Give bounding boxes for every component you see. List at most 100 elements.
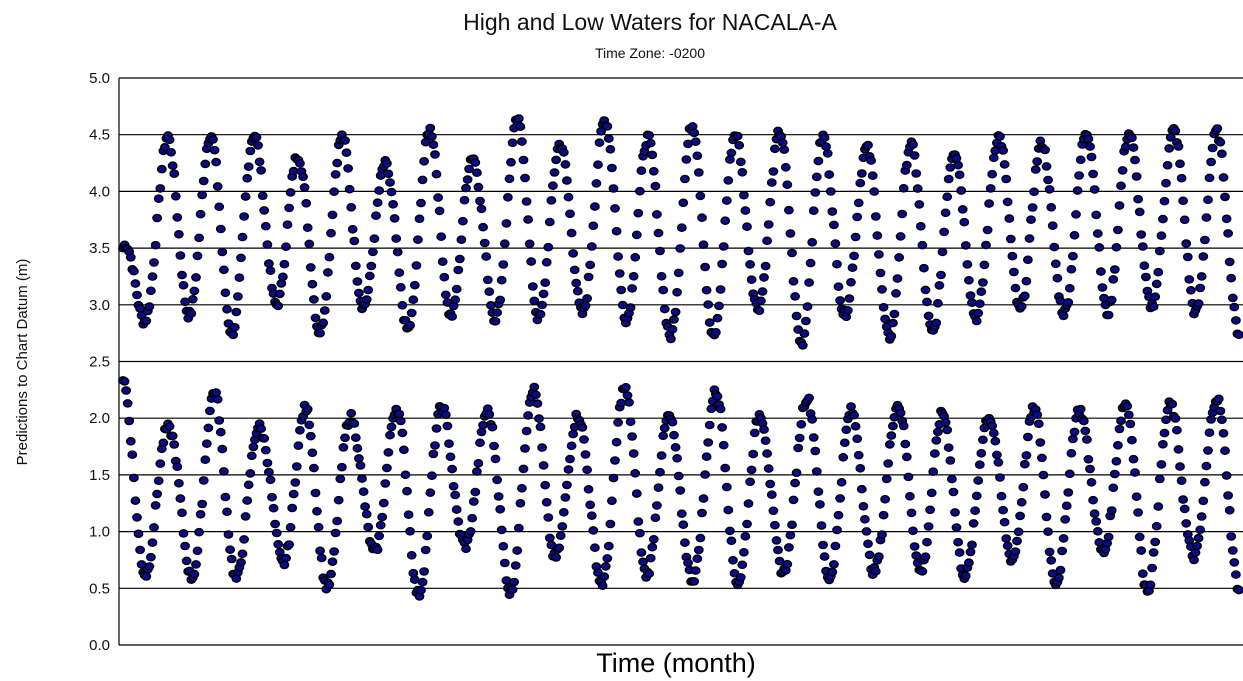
data-point bbox=[147, 272, 158, 281]
data-point bbox=[808, 206, 819, 215]
data-point bbox=[627, 284, 637, 293]
data-point bbox=[290, 478, 301, 487]
data-point bbox=[1106, 506, 1117, 515]
data-point bbox=[670, 307, 681, 317]
data-point bbox=[720, 216, 731, 225]
data-point bbox=[489, 441, 499, 451]
data-point bbox=[304, 420, 315, 430]
data-point bbox=[481, 252, 492, 261]
data-point bbox=[245, 469, 256, 478]
data-point bbox=[287, 503, 298, 513]
data-point bbox=[507, 585, 518, 594]
data-point bbox=[701, 285, 712, 295]
data-point bbox=[742, 519, 752, 529]
data-point bbox=[164, 135, 175, 145]
data-point bbox=[635, 186, 645, 196]
data-point bbox=[195, 509, 206, 519]
data-point bbox=[829, 560, 839, 569]
data-point bbox=[942, 192, 953, 202]
data-point bbox=[1141, 272, 1151, 282]
data-point bbox=[386, 422, 397, 432]
data-point bbox=[1227, 293, 1238, 303]
data-point bbox=[1159, 428, 1170, 438]
chart-subtitle: Time Zone: -0200 bbox=[595, 45, 705, 61]
data-point bbox=[302, 404, 313, 414]
y-tick-label: 2.5 bbox=[89, 354, 110, 371]
data-point bbox=[520, 173, 530, 183]
data-point bbox=[802, 302, 813, 311]
data-point bbox=[1195, 283, 1206, 293]
y-axis-label: Predictions to Chart Datum (m) bbox=[14, 259, 31, 466]
data-point bbox=[782, 180, 793, 189]
data-point bbox=[703, 300, 714, 309]
data-point bbox=[630, 468, 641, 478]
data-point bbox=[1229, 302, 1240, 312]
data-point bbox=[788, 495, 799, 505]
data-point bbox=[801, 316, 811, 326]
data-point bbox=[625, 417, 636, 427]
data-point bbox=[888, 421, 898, 431]
data-point bbox=[909, 542, 920, 551]
data-point bbox=[715, 285, 726, 294]
data-point bbox=[833, 282, 844, 292]
data-point bbox=[1120, 142, 1131, 152]
data-point bbox=[999, 517, 1010, 527]
data-point bbox=[586, 242, 597, 251]
data-point bbox=[931, 318, 942, 328]
data-point bbox=[956, 186, 967, 195]
data-point bbox=[531, 390, 541, 400]
data-point bbox=[132, 290, 142, 300]
data-point bbox=[152, 489, 163, 499]
data-point bbox=[1139, 261, 1150, 271]
data-point bbox=[347, 224, 358, 234]
data-point bbox=[273, 540, 284, 549]
data-point bbox=[540, 278, 551, 288]
data-point bbox=[540, 480, 551, 490]
data-point bbox=[562, 176, 572, 185]
data-point bbox=[1037, 453, 1047, 463]
data-point bbox=[807, 237, 818, 247]
data-point bbox=[440, 290, 451, 300]
data-point bbox=[743, 246, 754, 256]
data-point bbox=[704, 420, 715, 430]
data-point bbox=[316, 553, 327, 563]
data-point bbox=[475, 196, 485, 206]
data-point bbox=[374, 531, 384, 541]
data-point bbox=[1054, 573, 1064, 583]
data-point bbox=[816, 521, 827, 530]
data-point bbox=[614, 269, 625, 278]
data-point bbox=[496, 275, 507, 285]
data-point bbox=[791, 311, 802, 321]
data-point bbox=[1113, 440, 1123, 450]
data-point bbox=[439, 272, 450, 282]
data-point bbox=[745, 477, 755, 487]
data-point bbox=[970, 506, 980, 516]
data-point bbox=[613, 418, 623, 427]
data-point bbox=[1096, 267, 1106, 276]
data-point bbox=[901, 160, 912, 170]
data-point bbox=[968, 519, 979, 528]
data-point bbox=[478, 222, 488, 232]
data-point bbox=[1196, 512, 1207, 521]
data-point bbox=[340, 136, 350, 145]
data-point bbox=[284, 203, 294, 213]
data-point bbox=[538, 461, 549, 470]
data-point bbox=[754, 306, 765, 316]
data-point bbox=[128, 473, 139, 483]
data-point bbox=[967, 540, 977, 550]
data-point bbox=[177, 270, 187, 280]
data-point bbox=[135, 545, 146, 555]
data-point bbox=[841, 425, 852, 435]
data-point bbox=[652, 501, 662, 510]
data-point bbox=[813, 156, 824, 166]
data-point bbox=[610, 204, 620, 213]
data-point bbox=[1044, 185, 1055, 194]
data-point bbox=[810, 446, 821, 456]
data-point bbox=[965, 547, 976, 557]
data-point bbox=[985, 184, 996, 193]
data-point bbox=[465, 527, 476, 536]
data-point bbox=[1158, 214, 1168, 224]
data-point bbox=[844, 294, 855, 303]
data-point bbox=[760, 436, 771, 446]
data-point bbox=[538, 289, 549, 299]
